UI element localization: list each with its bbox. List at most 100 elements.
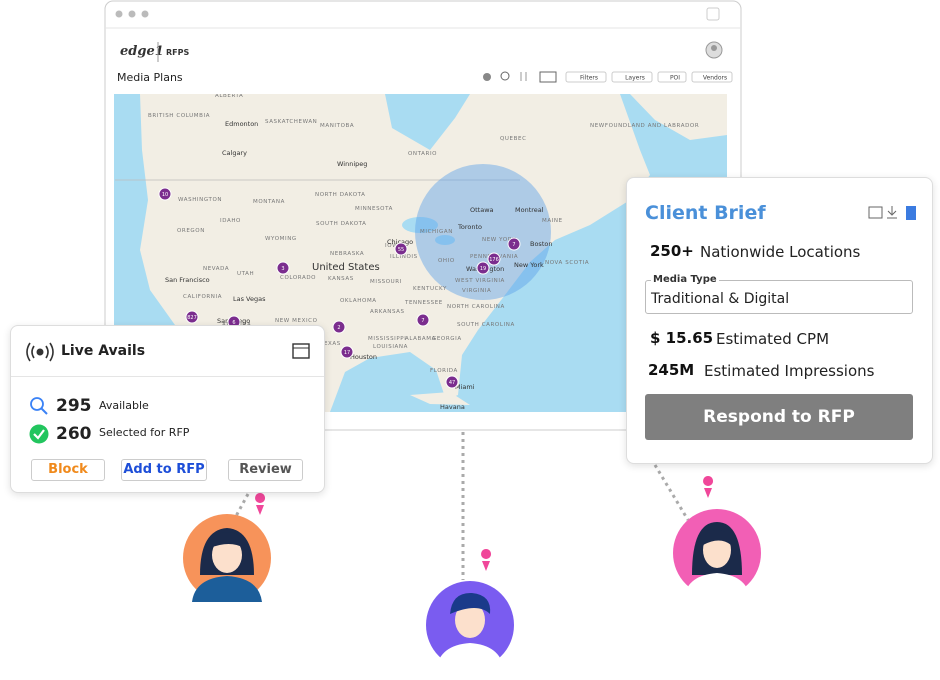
city-label: Boston [530, 240, 552, 248]
region-label: NORTH DAKOTA [315, 192, 366, 198]
cluster-marker[interactable] [276, 261, 290, 275]
cluster-count: 2 [337, 325, 340, 331]
add-button[interactable]: Add to RFP [121, 459, 207, 481]
region-label: CALIFORNIA [183, 294, 222, 300]
cluster-count: 176 [489, 257, 499, 263]
cluster-marker[interactable] [158, 187, 172, 201]
cluster-marker[interactable] [507, 237, 521, 251]
icon[interactable] [483, 73, 491, 81]
dot [128, 10, 136, 18]
region-label: VIRGINIA [462, 288, 491, 294]
window-button[interactable] [706, 7, 720, 21]
toolbar-button[interactable] [657, 71, 687, 83]
export-icons[interactable] [868, 205, 920, 221]
block-button[interactable]: Block [31, 459, 105, 481]
cluster-marker[interactable] [476, 261, 490, 275]
review-button[interactable]: Review [228, 459, 303, 481]
city-label: Toronto [457, 223, 482, 231]
avatar [183, 514, 271, 602]
region-label: WEST VIRGINIA [455, 278, 505, 284]
city-label: Havana [440, 403, 465, 411]
label: Estimated CPM [716, 330, 830, 348]
pin [703, 476, 714, 498]
field-value: Traditional & Digital [651, 291, 790, 307]
value: $ 15.65 [650, 329, 714, 347]
city-label: Ottawa [470, 206, 494, 214]
city-label: Chicago [387, 238, 413, 246]
search-icon[interactable] [500, 71, 510, 81]
cluster-marker[interactable] [416, 313, 430, 327]
city-label: Montreal [515, 206, 544, 214]
region-label: LOUISIANA [373, 344, 408, 350]
toolbar-label: POI [670, 75, 680, 82]
avatar [426, 581, 514, 669]
region-label: WASHINGTON [178, 197, 222, 203]
connector [653, 464, 690, 521]
region-label: MISSOURI [370, 279, 402, 285]
toolbar-label: Layers [625, 75, 645, 82]
label: Available [99, 399, 149, 412]
cluster-count: 19 [480, 266, 486, 272]
cluster-marker[interactable] [340, 345, 354, 359]
toolbar-button[interactable] [565, 71, 607, 83]
avatar [673, 509, 761, 597]
cluster-marker[interactable] [332, 320, 346, 334]
region-label: TENNESSEE [404, 300, 443, 306]
cluster-count: 7 [512, 242, 515, 248]
media-type-field[interactable] [645, 280, 913, 314]
region-label: KENTUCKY [413, 286, 447, 292]
toolbar-button[interactable] [611, 71, 653, 83]
divider [11, 376, 324, 377]
city-label: Calgary [222, 149, 247, 157]
brand: edge1 [120, 44, 164, 59]
region-label: ARKANSAS [370, 309, 405, 315]
region-label: NEW MEXICO [275, 318, 318, 324]
cluster-marker[interactable] [487, 252, 501, 266]
radius-circle [415, 164, 551, 300]
region-label: SASKATCHEWAN [265, 119, 317, 125]
region-label: ILLINOIS [390, 254, 418, 260]
region-label: ALBERTA [215, 93, 243, 99]
search-icon [30, 397, 48, 415]
cluster-count: 7 [421, 318, 424, 324]
region-label: SOUTH DAKOTA [316, 221, 367, 227]
region-label: WYOMING [265, 236, 297, 242]
region-label: UTAH [237, 271, 254, 277]
region-label: ONTARIO [408, 151, 437, 157]
field-label: Media Type [651, 274, 719, 285]
check-icon [29, 424, 49, 444]
cluster-marker[interactable] [185, 310, 199, 324]
region-label: FLORIDA [430, 368, 458, 374]
cluster-count: 827 [187, 315, 197, 321]
user-head [711, 45, 717, 51]
cluster-marker[interactable] [394, 242, 408, 256]
city-label: Las Vegas [233, 295, 266, 303]
region-label: MISSISSIPPI [368, 336, 406, 342]
region-label: IDAHO [220, 218, 241, 224]
label: Selected for RFP [99, 426, 190, 439]
icon[interactable] [539, 71, 557, 83]
region-label: NEW YORK [482, 237, 516, 243]
toolbar-button[interactable] [691, 71, 733, 83]
client-brief-card: Client Brief 250+ Nationwide Locations M… [626, 177, 933, 464]
respond-button[interactable]: Respond to RFP [645, 394, 913, 440]
land [630, 94, 727, 140]
calendar-icon[interactable] [292, 341, 310, 359]
cluster-marker[interactable] [445, 375, 459, 389]
section: RFPS [166, 48, 189, 57]
label: Estimated Impressions [704, 362, 875, 380]
count: 295 [56, 396, 92, 416]
cluster-count: 6 [232, 320, 235, 326]
icon[interactable] [520, 72, 527, 81]
region-label: OHIO [438, 258, 455, 264]
broadcast-icon [26, 342, 54, 362]
value: 245M [648, 361, 695, 379]
region-label: COLORADO [280, 275, 316, 281]
city-label: Miami [455, 383, 475, 391]
city-label: Houston [350, 353, 377, 361]
page-title: Media Plans [117, 71, 183, 84]
title: Live Avails [61, 343, 146, 359]
lake [402, 217, 438, 233]
